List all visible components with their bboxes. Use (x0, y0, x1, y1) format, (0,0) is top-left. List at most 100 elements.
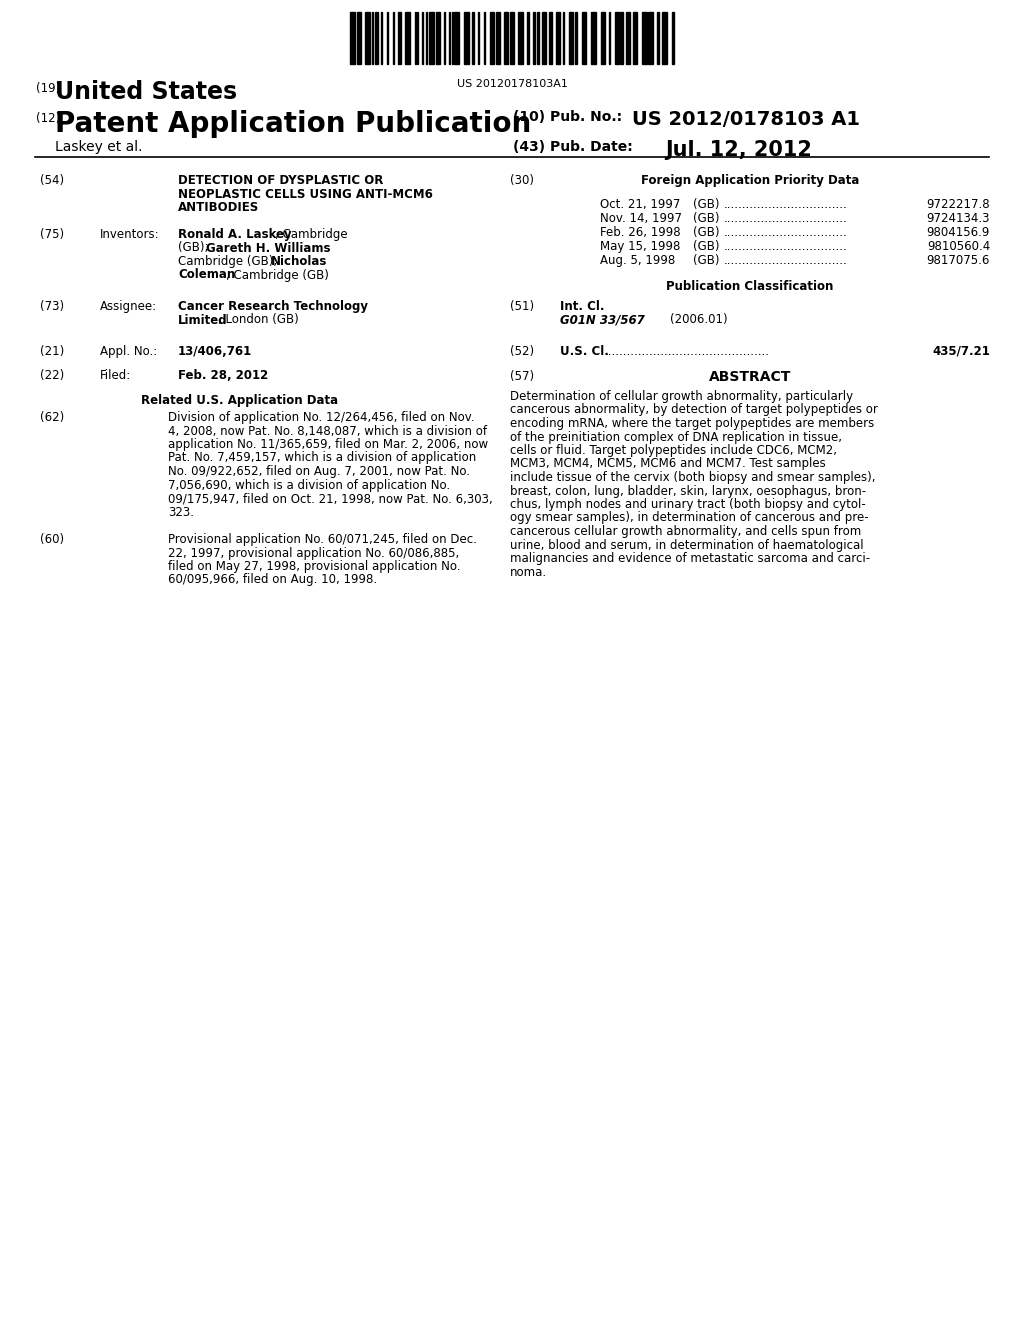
Text: No. 09/922,652, filed on Aug. 7, 2001, now Pat. No.: No. 09/922,652, filed on Aug. 7, 2001, n… (168, 465, 470, 478)
Text: cancerous abnormality, by detection of target polypeptides or: cancerous abnormality, by detection of t… (510, 404, 878, 417)
Text: 9804156.9: 9804156.9 (927, 226, 990, 239)
Bar (542, 12, 546, 63)
Text: chus, lymph nodes and urinary tract (both biopsy and cytol-: chus, lymph nodes and urinary tract (bot… (510, 498, 865, 511)
Text: Limited: Limited (178, 314, 227, 326)
Bar (464, 12, 469, 63)
Text: US 20120178103A1: US 20120178103A1 (457, 79, 567, 88)
Bar (375, 12, 378, 63)
Bar (648, 12, 653, 63)
Text: (22): (22) (40, 370, 65, 381)
Text: (GB): (GB) (693, 198, 720, 211)
Text: (GB): (GB) (693, 226, 720, 239)
Text: ............................................: ........................................… (605, 345, 770, 358)
Text: (30): (30) (510, 174, 534, 187)
Text: Provisional application No. 60/071,245, filed on Dec.: Provisional application No. 60/071,245, … (168, 533, 477, 546)
Bar (582, 12, 586, 63)
Text: filed on May 27, 1998, provisional application No.: filed on May 27, 1998, provisional appli… (168, 560, 461, 573)
Text: Cancer Research Technology: Cancer Research Technology (178, 300, 368, 313)
Text: , Cambridge (GB): , Cambridge (GB) (226, 268, 329, 281)
Text: Nov. 14, 1997: Nov. 14, 1997 (600, 213, 682, 224)
Bar (510, 12, 514, 63)
Text: Determination of cellular growth abnormality, particularly: Determination of cellular growth abnorma… (510, 389, 853, 403)
Text: Feb. 26, 1998: Feb. 26, 1998 (600, 226, 681, 239)
Text: 60/095,966, filed on Aug. 10, 1998.: 60/095,966, filed on Aug. 10, 1998. (168, 573, 377, 586)
Bar (626, 12, 630, 63)
Text: .................................: ................................. (724, 198, 848, 211)
Bar (357, 12, 361, 63)
Text: Related U.S. Application Data: Related U.S. Application Data (141, 393, 339, 407)
Text: encoding mRNA, where the target polypeptides are members: encoding mRNA, where the target polypept… (510, 417, 874, 430)
Text: (62): (62) (40, 411, 65, 424)
Text: (60): (60) (40, 533, 65, 546)
Text: .................................: ................................. (724, 226, 848, 239)
Text: Patent Application Publication: Patent Application Publication (55, 110, 531, 139)
Text: (57): (57) (510, 370, 535, 383)
Bar (615, 12, 618, 63)
Bar (490, 12, 494, 63)
Bar (591, 12, 596, 63)
Text: .................................: ................................. (724, 253, 848, 267)
Text: .................................: ................................. (724, 240, 848, 253)
Text: (43) Pub. Date:: (43) Pub. Date: (513, 140, 633, 154)
Text: 9817075.6: 9817075.6 (927, 253, 990, 267)
Bar (569, 12, 573, 63)
Bar (350, 12, 355, 63)
Text: G01N 33/567: G01N 33/567 (560, 314, 645, 326)
Text: .................................: ................................. (724, 213, 848, 224)
Text: Division of application No. 12/264,456, filed on Nov.: Division of application No. 12/264,456, … (168, 411, 475, 424)
Text: Feb. 28, 2012: Feb. 28, 2012 (178, 370, 268, 381)
Text: 13/406,761: 13/406,761 (178, 345, 252, 358)
Text: (12): (12) (36, 112, 60, 125)
Text: of the preinitiation complex of DNA replication in tissue,: of the preinitiation complex of DNA repl… (510, 430, 842, 444)
Bar (537, 12, 539, 63)
Text: Appl. No.:: Appl. No.: (100, 345, 158, 358)
Bar (642, 12, 647, 63)
Text: 9722217.8: 9722217.8 (927, 198, 990, 211)
Bar (672, 12, 674, 63)
Text: (GB): (GB) (693, 253, 720, 267)
Bar (556, 12, 560, 63)
Text: 9810560.4: 9810560.4 (927, 240, 990, 253)
Text: urine, blood and serum, in determination of haematological: urine, blood and serum, in determination… (510, 539, 863, 552)
Text: Filed:: Filed: (100, 370, 131, 381)
Text: , Cambridge: , Cambridge (275, 228, 347, 242)
Text: (54): (54) (40, 174, 65, 187)
Text: DETECTION OF DYSPLASTIC OR: DETECTION OF DYSPLASTIC OR (178, 174, 383, 187)
Text: (19): (19) (36, 82, 60, 95)
Text: Ronald A. Laskey: Ronald A. Laskey (178, 228, 292, 242)
Text: 22, 1997, provisional application No. 60/086,885,: 22, 1997, provisional application No. 60… (168, 546, 459, 560)
Text: (51): (51) (510, 300, 535, 313)
Text: Foreign Application Priority Data: Foreign Application Priority Data (641, 174, 859, 187)
Text: Jul. 12, 2012: Jul. 12, 2012 (665, 140, 812, 160)
Text: malignancies and evidence of metastatic sarcoma and carci-: malignancies and evidence of metastatic … (510, 552, 870, 565)
Text: (2006.01): (2006.01) (670, 314, 728, 326)
Bar (575, 12, 577, 63)
Text: Publication Classification: Publication Classification (667, 280, 834, 293)
Text: , London (GB): , London (GB) (218, 314, 299, 326)
Text: (21): (21) (40, 345, 65, 358)
Bar (633, 12, 637, 63)
Text: Laskey et al.: Laskey et al. (55, 140, 142, 154)
Text: 323.: 323. (168, 506, 194, 519)
Text: cancerous cellular growth abnormality, and cells spun from: cancerous cellular growth abnormality, a… (510, 525, 861, 539)
Text: Pat. No. 7,459,157, which is a division of application: Pat. No. 7,459,157, which is a division … (168, 451, 476, 465)
Text: Oct. 21, 1997: Oct. 21, 1997 (600, 198, 680, 211)
Text: include tissue of the cervix (both biopsy and smear samples),: include tissue of the cervix (both biops… (510, 471, 876, 484)
Text: Gareth H. Williams: Gareth H. Williams (206, 242, 331, 255)
Text: Cambridge (GB);: Cambridge (GB); (178, 255, 282, 268)
Text: MCM3, MCM4, MCM5, MCM6 and MCM7. Test samples: MCM3, MCM4, MCM5, MCM6 and MCM7. Test sa… (510, 458, 825, 470)
Text: (73): (73) (40, 300, 65, 313)
Text: application No. 11/365,659, filed on Mar. 2, 2006, now: application No. 11/365,659, filed on Mar… (168, 438, 488, 451)
Bar (657, 12, 659, 63)
Text: (75): (75) (40, 228, 65, 242)
Bar (527, 12, 529, 63)
Text: Coleman: Coleman (178, 268, 236, 281)
Text: 435/7.21: 435/7.21 (932, 345, 990, 358)
Text: (52): (52) (510, 345, 535, 358)
Text: (10) Pub. No.:: (10) Pub. No.: (513, 110, 623, 124)
Text: US 2012/0178103 A1: US 2012/0178103 A1 (632, 110, 860, 129)
Text: Assignee:: Assignee: (100, 300, 157, 313)
Text: breast, colon, lung, bladder, skin, larynx, oesophagus, bron-: breast, colon, lung, bladder, skin, lary… (510, 484, 866, 498)
Text: ABSTRACT: ABSTRACT (709, 370, 792, 384)
Bar (518, 12, 523, 63)
